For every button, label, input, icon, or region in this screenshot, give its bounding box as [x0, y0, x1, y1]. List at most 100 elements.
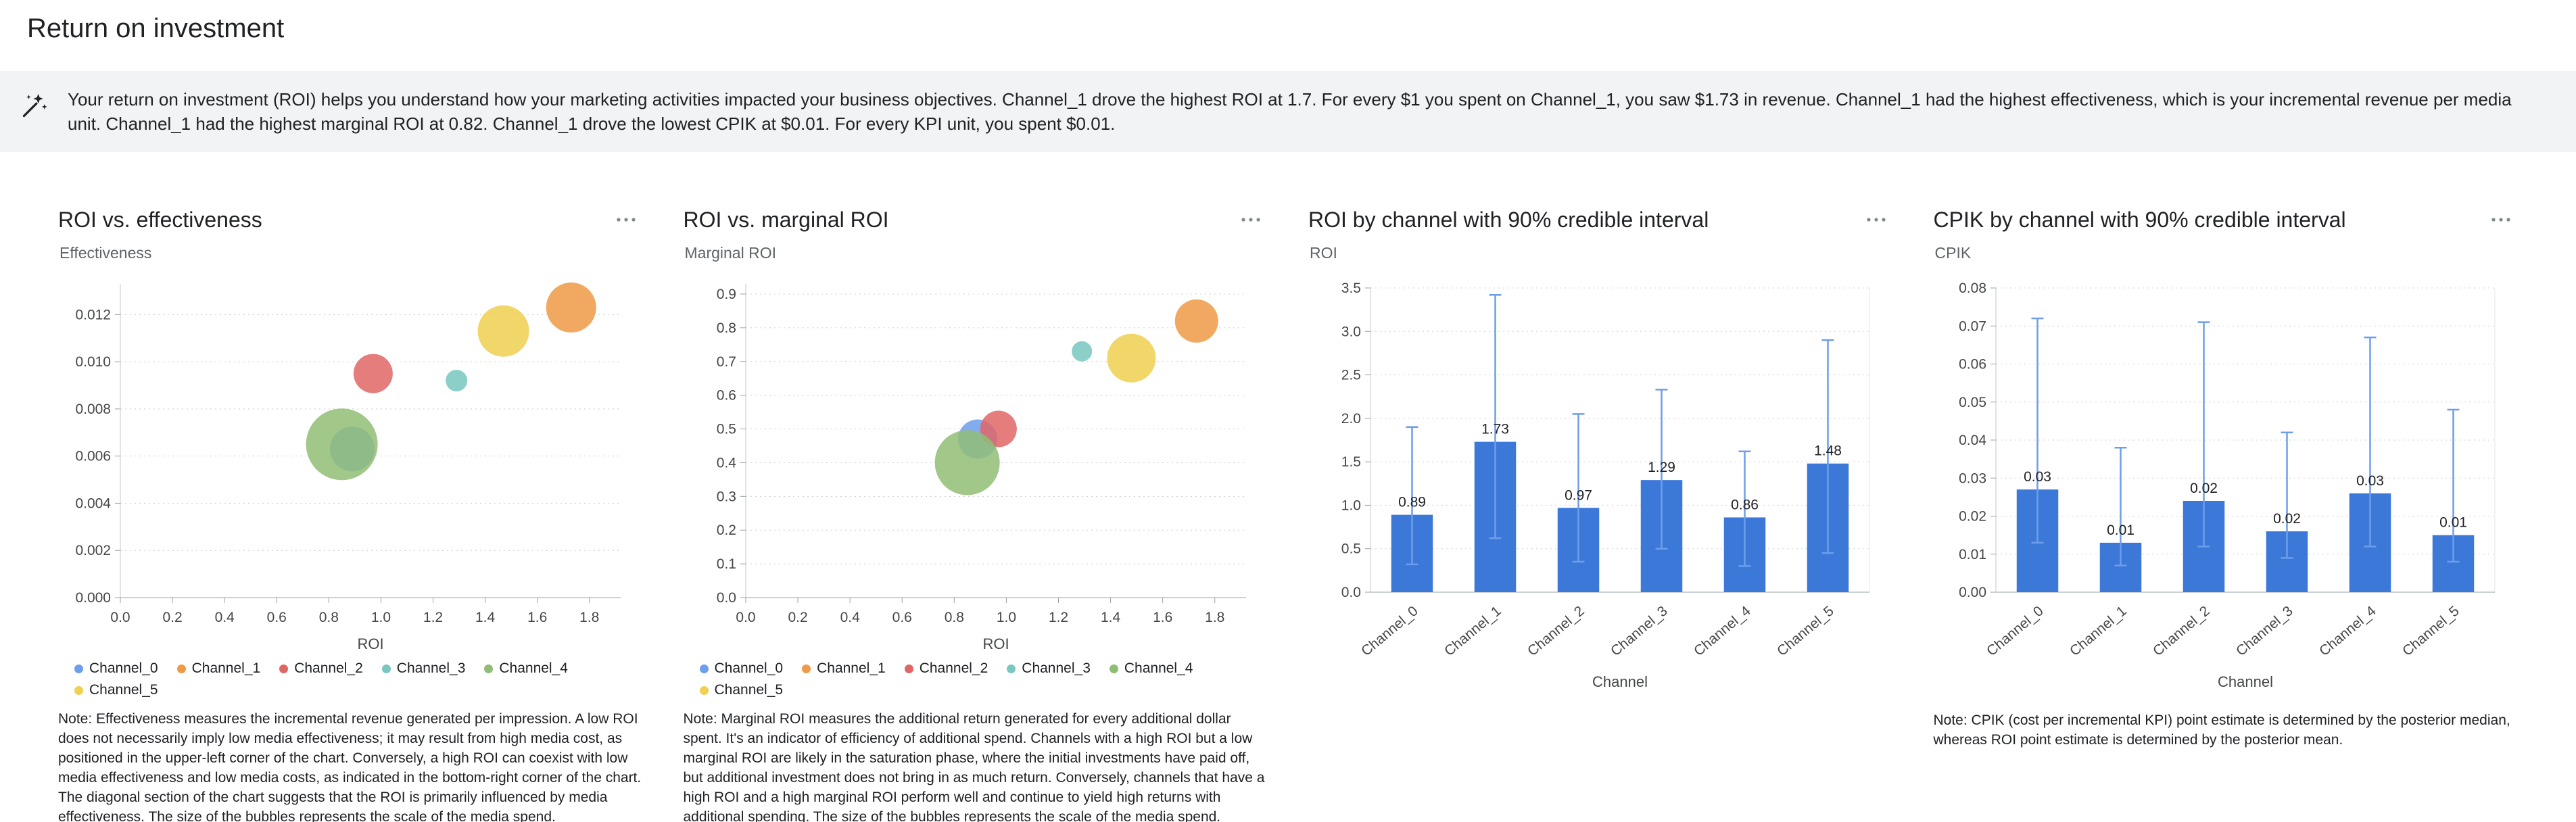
legend-item-Channel_0: Channel_0 — [699, 660, 783, 677]
svg-text:1.4: 1.4 — [475, 610, 496, 625]
svg-text:1.48: 1.48 — [1814, 443, 1842, 459]
svg-text:0.05: 0.05 — [1959, 395, 1986, 410]
legend-item-Channel_4: Channel_4 — [1109, 660, 1193, 677]
chart-card-roi-marginal-roi: ROI vs. marginal ROI Marginal ROI 0.0 0.1… — [684, 205, 1268, 822]
svg-text:0.03: 0.03 — [2024, 469, 2051, 485]
svg-text:3.0: 3.0 — [1341, 324, 1361, 339]
more-options-button[interactable] — [1234, 213, 1268, 226]
legend-dot — [1007, 664, 1016, 673]
svg-text:0.3: 0.3 — [716, 489, 736, 504]
legend-label: Channel_4 — [499, 660, 568, 676]
svg-text:0.01: 0.01 — [2439, 515, 2467, 531]
legend-dot — [74, 664, 83, 673]
svg-text:1.0: 1.0 — [996, 610, 1016, 625]
svg-text:Channel_3: Channel_3 — [1608, 603, 1671, 659]
chart-note: Note: Marginal ROI measures the addition… — [683, 711, 1265, 822]
svg-text:0.000: 0.000 — [75, 590, 111, 606]
more-options-icon — [616, 218, 636, 222]
chart-card-roi-effectiveness: ROI vs. effectiveness Effectiveness 0.00… — [58, 205, 643, 822]
svg-text:0.02: 0.02 — [2273, 511, 2301, 527]
svg-text:1.73: 1.73 — [1481, 422, 1509, 437]
svg-text:1.29: 1.29 — [1648, 460, 1675, 475]
legend-label: Channel_4 — [1124, 660, 1193, 676]
charts-row: ROI vs. effectiveness Effectiveness 0.00… — [0, 205, 2576, 822]
svg-text:0.004: 0.004 — [75, 495, 111, 511]
legend-label: Channel_2 — [919, 660, 988, 676]
legend-item-Channel_2: Channel_2 — [904, 660, 988, 677]
chart-legend: Channel_0 Channel_1 Channel_2 Channel_3 Chan… — [74, 660, 643, 698]
svg-text:0.0: 0.0 — [736, 610, 755, 625]
svg-text:2.5: 2.5 — [1341, 368, 1361, 383]
legend-dot — [74, 685, 83, 695]
more-options-button[interactable] — [2484, 213, 2518, 226]
svg-text:1.0: 1.0 — [1341, 498, 1361, 513]
svg-text:1.5: 1.5 — [1341, 454, 1361, 470]
svg-text:0.01: 0.01 — [1959, 547, 1986, 562]
legend-label: Channel_3 — [1022, 660, 1091, 676]
bubble-Channel_5 — [1106, 333, 1155, 383]
svg-text:ROI: ROI — [982, 635, 1009, 652]
chart-note: Note: CPIK (cost per incremental KPI) po… — [1933, 712, 2510, 748]
svg-text:0.006: 0.006 — [75, 449, 111, 464]
more-options-button[interactable] — [1859, 213, 1893, 226]
insight-text: Your return on investment (ROI) helps yo… — [68, 89, 2512, 134]
legend-dot — [904, 664, 913, 673]
svg-text:1.8: 1.8 — [579, 610, 599, 625]
chart-note: Note: Effectiveness measures the increme… — [58, 711, 642, 822]
legend-item-Channel_3: Channel_3 — [381, 660, 465, 677]
y-axis-title: ROI — [1310, 244, 1337, 262]
legend-item-Channel_3: Channel_3 — [1007, 660, 1091, 677]
svg-text:0.2: 0.2 — [716, 523, 736, 538]
svg-text:0.8: 0.8 — [319, 610, 339, 625]
legend-label: Channel_2 — [294, 660, 363, 676]
svg-text:0.6: 0.6 — [892, 610, 911, 625]
svg-text:1.4: 1.4 — [1100, 610, 1120, 625]
svg-text:Channel_0: Channel_0 — [1984, 603, 2047, 659]
svg-text:0.89: 0.89 — [1398, 495, 1426, 510]
svg-text:1.2: 1.2 — [423, 610, 443, 625]
svg-text:0.5: 0.5 — [716, 422, 736, 437]
svg-text:2.0: 2.0 — [1341, 411, 1361, 427]
svg-text:Channel_2: Channel_2 — [1525, 603, 1588, 659]
legend-dot — [802, 664, 811, 673]
more-options-icon — [2491, 218, 2510, 222]
svg-text:Channel_4: Channel_4 — [2316, 603, 2379, 659]
svg-text:0.8: 0.8 — [716, 320, 736, 336]
roi-by-channel-chart: 0.0 0.5 1.0 1.5 2.0 2.5 3.0 3.5 0.89 Channel_0 1.7… — [1341, 281, 1870, 690]
svg-text:0.7: 0.7 — [716, 354, 736, 370]
bubble-Channel_2 — [353, 354, 393, 393]
svg-text:Channel_4: Channel_4 — [1691, 603, 1754, 659]
legend-item-Channel_4: Channel_4 — [484, 660, 568, 677]
svg-text:0.6: 0.6 — [267, 610, 287, 625]
svg-text:Channel_5: Channel_5 — [1774, 603, 1837, 659]
svg-text:0.97: 0.97 — [1565, 487, 1592, 503]
legend-item-Channel_5: Channel_5 — [74, 682, 158, 698]
svg-text:0.0: 0.0 — [716, 590, 736, 606]
svg-text:Channel: Channel — [1592, 673, 1648, 690]
more-options-icon — [1866, 218, 1886, 222]
card-title: CPIK by channel with 90% credible interv… — [1933, 207, 2346, 232]
legend-dot — [1109, 664, 1118, 673]
svg-text:0.08: 0.08 — [1959, 281, 1986, 296]
svg-text:0.9: 0.9 — [716, 287, 736, 302]
svg-text:0.07: 0.07 — [1959, 318, 1986, 334]
svg-text:0.008: 0.008 — [75, 402, 111, 417]
legend-item-Channel_5: Channel_5 — [699, 682, 783, 698]
legend-dot — [176, 664, 186, 673]
more-options-button[interactable] — [609, 213, 643, 226]
chart-card-cpik-by-channel: CPIK by channel with 90% credible interv… — [1934, 205, 2519, 822]
svg-text:0.0: 0.0 — [110, 610, 130, 625]
cpik-by-channel-chart: 0.00 0.01 0.02 0.03 0.04 0.05 0.06 0.07 0.08 0.03… — [1959, 281, 2495, 690]
bubble-Channel_1 — [1174, 299, 1218, 343]
svg-text:0.02: 0.02 — [2190, 481, 2218, 496]
y-axis-title: Marginal ROI — [684, 244, 776, 262]
svg-text:0.2: 0.2 — [788, 610, 807, 625]
legend-label: Channel_0 — [89, 660, 158, 676]
svg-text:0.2: 0.2 — [162, 610, 182, 625]
legend-item-Channel_1: Channel_1 — [802, 660, 886, 677]
svg-text:0.04: 0.04 — [1959, 433, 1986, 448]
legend-label: Channel_1 — [817, 660, 886, 676]
svg-text:0.4: 0.4 — [840, 610, 860, 625]
svg-text:1.8: 1.8 — [1205, 610, 1224, 625]
